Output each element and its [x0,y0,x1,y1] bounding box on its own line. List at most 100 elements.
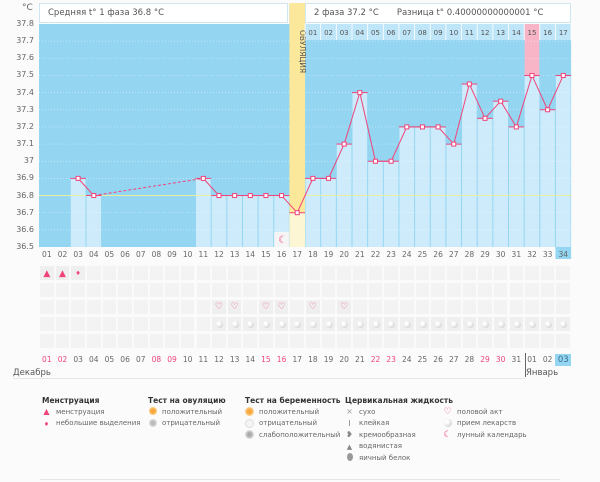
day-cell[interactable] [148,333,165,349]
day-cell[interactable] [101,333,118,349]
day-cell[interactable] [477,316,493,332]
day-cell[interactable] [258,282,274,298]
day-cell[interactable] [54,316,71,332]
day-cell[interactable]: ▲ [54,265,71,281]
day-cell[interactable] [273,333,290,349]
day-cell[interactable] [445,333,462,349]
day-cell[interactable] [117,265,133,281]
day-cell[interactable] [242,316,259,332]
day-cell[interactable] [320,265,337,281]
day-cell[interactable] [101,316,118,332]
day-cell[interactable] [70,316,86,332]
day-cell[interactable] [383,299,399,315]
day-cell[interactable] [70,333,86,349]
day-cell[interactable] [524,299,540,315]
day-cell[interactable] [398,265,415,281]
day-cell[interactable] [445,316,462,332]
day-cell[interactable] [430,333,446,349]
day-cell[interactable] [555,282,572,298]
day-cell[interactable] [352,333,368,349]
day-cell[interactable] [383,265,399,281]
day-cell[interactable] [336,265,352,281]
day-cell[interactable] [242,265,259,281]
day-cell[interactable] [336,316,352,332]
day-cell[interactable] [367,333,384,349]
day-cell[interactable] [101,282,118,298]
day-cell[interactable] [211,282,227,298]
day-cell[interactable] [117,333,133,349]
day-cell[interactable] [54,333,71,349]
day-cell[interactable] [242,299,259,315]
day-cell[interactable] [352,282,368,298]
day-cell[interactable] [164,333,180,349]
day-cell[interactable] [258,316,274,332]
day-cell[interactable] [289,299,306,315]
day-cell[interactable] [164,282,180,298]
day-cell[interactable] [539,333,556,349]
day-cell[interactable] [70,299,86,315]
day-cell[interactable] [39,333,55,349]
day-cell[interactable] [461,299,478,315]
day-cell[interactable] [117,282,133,298]
day-cell[interactable] [320,299,337,315]
day-cell[interactable] [477,299,493,315]
day-cell[interactable] [179,333,196,349]
day-cell[interactable] [367,299,384,315]
day-cell[interactable] [101,299,118,315]
day-cell[interactable] [539,316,556,332]
day-cell[interactable] [195,299,212,315]
day-cell[interactable] [305,316,321,332]
day-cell[interactable] [508,299,525,315]
day-cell[interactable] [492,316,509,332]
day-cell[interactable] [414,282,431,298]
day-cell[interactable] [305,265,321,281]
day-cell[interactable] [414,299,431,315]
day-cell[interactable] [85,282,102,298]
day-cell[interactable] [524,316,540,332]
day-cell[interactable] [195,316,212,332]
day-cell[interactable] [211,316,227,332]
day-cell[interactable] [39,282,55,298]
day-cell[interactable] [226,333,243,349]
day-cell[interactable] [508,333,525,349]
day-cell[interactable] [539,282,556,298]
day-cell[interactable]: ♡ [336,299,352,315]
day-cell[interactable] [211,265,227,281]
day-cell[interactable] [132,265,149,281]
day-cell[interactable] [320,282,337,298]
day-cell[interactable] [39,299,55,315]
day-cell[interactable] [164,316,180,332]
day-cell[interactable] [398,282,415,298]
day-cell[interactable] [477,333,493,349]
day-cell[interactable] [508,316,525,332]
day-cell[interactable]: ♡ [305,299,321,315]
day-cell[interactable] [179,282,196,298]
day-cell[interactable] [242,333,259,349]
day-cell[interactable] [148,299,165,315]
day-cell[interactable] [148,265,165,281]
day-cell[interactable] [383,316,399,332]
day-cell[interactable] [305,333,321,349]
day-cell[interactable] [148,316,165,332]
day-cell[interactable] [430,299,446,315]
day-cell[interactable] [179,299,196,315]
day-cell[interactable] [164,265,180,281]
day-cell[interactable] [54,282,71,298]
day-cell[interactable] [226,282,243,298]
day-cell[interactable] [445,265,462,281]
day-cell[interactable] [477,265,493,281]
day-cell[interactable] [320,316,337,332]
day-cell[interactable]: ♦ [70,265,86,281]
day-cell[interactable] [179,265,196,281]
day-cell[interactable] [461,265,478,281]
day-cell[interactable] [430,265,446,281]
day-cell[interactable]: ♡ [211,299,227,315]
day-cell[interactable] [226,265,243,281]
day-cell[interactable] [430,316,446,332]
day-cell[interactable] [132,333,149,349]
day-cell[interactable] [85,265,102,281]
day-cell[interactable] [398,333,415,349]
day-cell[interactable] [164,299,180,315]
day-cell[interactable]: ♡ [273,299,290,315]
day-cell[interactable] [555,265,572,281]
